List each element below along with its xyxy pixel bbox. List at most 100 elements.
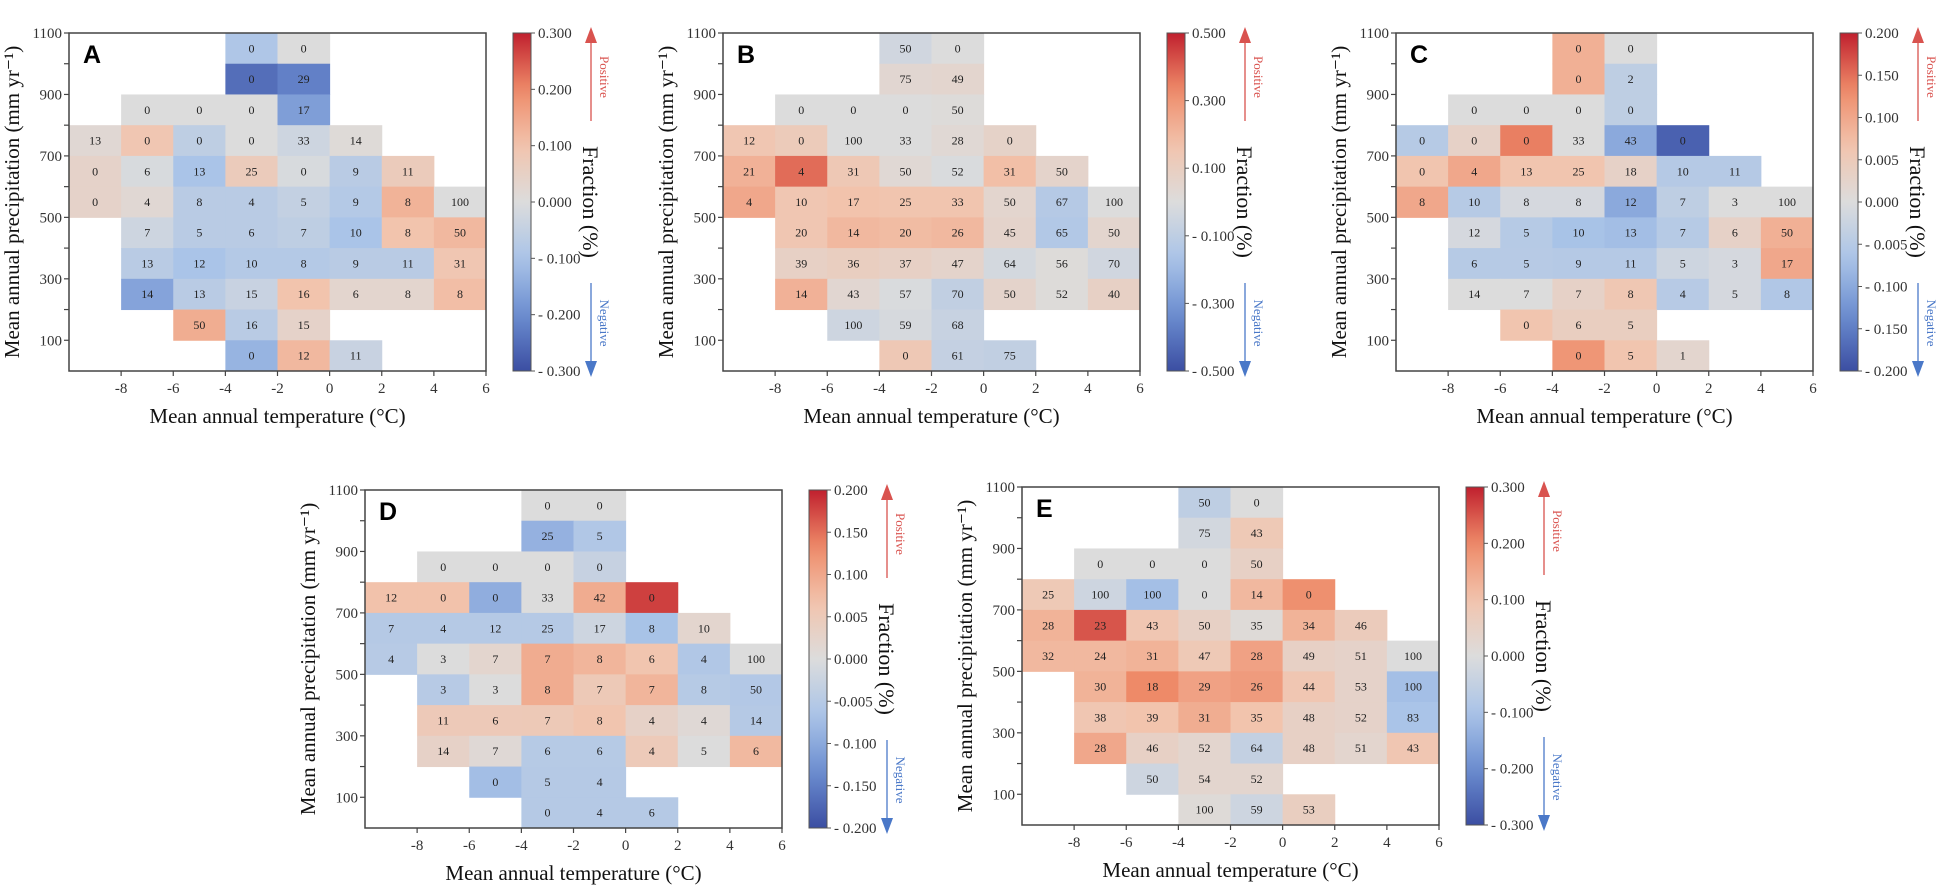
heatmap-cell: [1126, 671, 1179, 703]
heatmap-cell: [365, 643, 418, 675]
y-axis-title: Mean annual precipitation (mm yr⁻¹): [953, 500, 977, 812]
cell-label: 28: [952, 134, 964, 148]
heatmap-cell: [1552, 186, 1605, 218]
heatmap-cell: [329, 155, 383, 188]
cell-label: 53: [1355, 680, 1367, 694]
negative-arrow-icon: [1239, 361, 1251, 377]
heatmap-cell: [277, 248, 331, 280]
cell-label: 5: [597, 529, 603, 543]
heatmap-cell: [329, 186, 383, 218]
cell-label: 17: [1781, 256, 1793, 270]
colorbar-tick-label: 0.200: [538, 82, 572, 98]
x-tick-label: 2: [1331, 835, 1339, 851]
cell-label: 8: [1628, 287, 1634, 301]
heatmap-cell: [1708, 248, 1762, 280]
heatmap-cell: [521, 551, 574, 583]
y-tick-label: 900: [993, 541, 1016, 557]
x-tick-label: -8: [1442, 381, 1455, 397]
cell-label: 7: [597, 683, 603, 697]
y-tick-label: 700: [40, 149, 63, 165]
y-tick-label: 1100: [687, 26, 716, 42]
heatmap-cell: [1230, 671, 1284, 703]
heatmap-cell: [469, 735, 522, 768]
heatmap-cell: [1087, 278, 1141, 311]
cell-label: 43: [1407, 741, 1419, 755]
heatmap-cell: [573, 520, 627, 552]
x-tick-label: 0: [1279, 835, 1287, 851]
cell-label: 0: [850, 103, 856, 117]
cell-label: 43: [1146, 618, 1158, 632]
negative-label: Negative: [1550, 754, 1565, 801]
heatmap-cell: [173, 217, 226, 249]
cell-label: 12: [1625, 195, 1637, 209]
heatmap-cell: [1448, 248, 1501, 280]
cell-label: 6: [544, 744, 550, 758]
colorbar-tick-label: 0.500: [1192, 26, 1226, 42]
cell-label: 48: [1303, 710, 1315, 724]
heatmap-cell: [879, 217, 932, 249]
y-tick-label: 700: [336, 606, 359, 622]
heatmap-cell: [1656, 278, 1710, 311]
cell-label: 8: [1784, 287, 1790, 301]
colorbar-tick-label: - 0.150: [834, 779, 877, 795]
negative-arrow-icon: [881, 818, 893, 834]
heatmap-cell: [469, 582, 522, 614]
cell-label: 100: [844, 318, 862, 332]
heatmap-cell: [1552, 278, 1605, 311]
cell-label: 100: [1404, 680, 1422, 694]
cell-label: 0: [492, 775, 498, 789]
cell-label: 0: [92, 164, 98, 178]
cell-label: 11: [402, 164, 414, 178]
heatmap-cell: [225, 340, 278, 372]
heatmap-cell: [1178, 763, 1231, 795]
heatmap-cell: [1552, 63, 1605, 95]
heatmap-cell: [173, 278, 226, 311]
cell-label: 52: [1355, 710, 1367, 724]
cell-label: 0: [798, 103, 804, 117]
cell-label: 10: [698, 621, 710, 635]
cell-label: 0: [1628, 103, 1634, 117]
heatmap-cell: [1126, 763, 1179, 795]
cell-label: 0: [1575, 349, 1581, 363]
heatmap-cell: [879, 33, 932, 65]
heatmap-cell: [173, 155, 226, 188]
y-tick-label: 300: [1367, 272, 1390, 288]
heatmap-cell: [1500, 125, 1553, 157]
y-tick-label: 300: [336, 729, 359, 745]
heatmap-cell: [625, 643, 679, 675]
heatmap-cell: [931, 309, 985, 341]
cell-label: 29: [298, 72, 310, 86]
heatmap-cell: [329, 217, 383, 249]
negative-label: Negative: [597, 300, 612, 347]
heatmap-cell: [573, 797, 627, 829]
cell-label: 50: [1198, 618, 1210, 632]
cell-label: 17: [594, 621, 606, 635]
heatmap-cell: [1656, 340, 1710, 372]
cell-label: 0: [1471, 134, 1477, 148]
heatmap-cell: [1448, 217, 1501, 249]
heatmap-c: 0 00 20 0 0 00 0 0 33 43 00 4 13 25 18 10 118 10 8 8 12 7 3 100…: [1327, 26, 1939, 428]
heatmap-cell: [775, 94, 828, 126]
heatmap-cell: [573, 490, 627, 522]
negative-arrow-icon: [1538, 815, 1550, 831]
heatmap-cell: [521, 582, 574, 614]
x-axis-title: Mean annual temperature (°C): [803, 404, 1059, 428]
colorbar-tick-label: - 0.200: [1491, 762, 1534, 778]
cell-label: 43: [1625, 134, 1637, 148]
heatmap-cell: [69, 125, 122, 157]
cell-label: 0: [248, 103, 254, 117]
heatmap-cell: [983, 125, 1037, 157]
cell-label: 75: [1198, 526, 1210, 540]
heatmap-cell: [729, 674, 783, 706]
heatmap-cell: [173, 94, 226, 126]
cell-label: 39: [1146, 710, 1158, 724]
cell-label: 46: [1355, 618, 1367, 632]
heatmap-cell: [1760, 278, 1814, 311]
panel-letter: B: [737, 41, 755, 69]
colorbar-tick-label: 0.000: [834, 652, 868, 668]
heatmap-cell: [1604, 309, 1658, 341]
cell-label: 33: [541, 591, 553, 605]
heatmap-cell: [1282, 609, 1336, 642]
heatmap-cell: [879, 340, 932, 372]
heatmap-cell: [225, 125, 278, 157]
